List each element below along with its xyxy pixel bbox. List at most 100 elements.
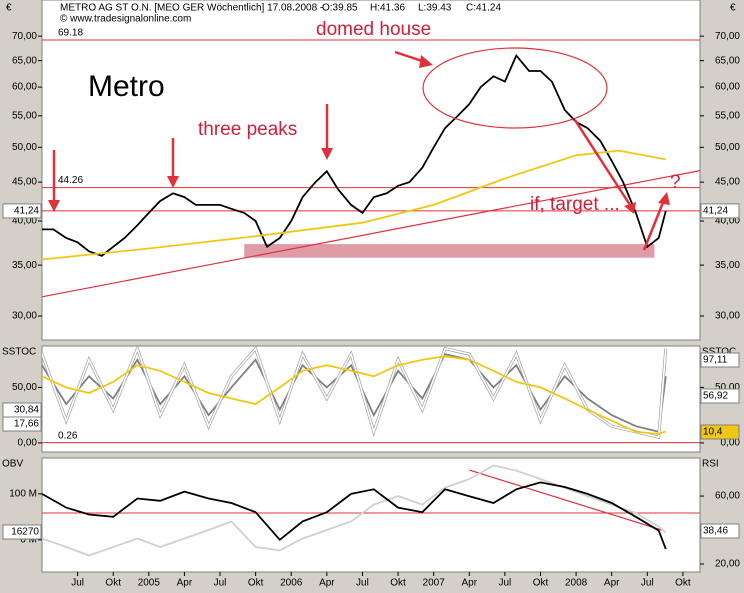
left-readout: 16270 — [11, 527, 39, 538]
y-tick-label: 40,00 — [715, 216, 740, 227]
y-tick-label: 40,00 — [12, 216, 37, 227]
source: © www.tradesignalonline.com — [60, 14, 191, 25]
right-readout-box — [700, 424, 740, 440]
y-tick-label: 60,00 — [12, 82, 37, 93]
level-readout-box — [700, 203, 740, 219]
panel-title: RSI — [702, 459, 719, 470]
plot — [42, 464, 700, 557]
x-tick-label: 2006 — [280, 578, 303, 589]
y-tick-label: 60,00 — [715, 82, 740, 93]
arrows — [48, 47, 670, 251]
left-readout-box — [2, 524, 42, 540]
x-tick-label: Okt — [675, 578, 691, 589]
right-readout: 97,11 — [703, 355, 728, 366]
right-readout: 10,4 — [703, 427, 723, 438]
annotation: if, target ... — [530, 194, 620, 215]
header-title: METRO AG ST O.N. [MEO GER Wöchentlich] 1… — [60, 3, 323, 14]
ohlc-value: L:39.43 — [418, 3, 452, 14]
y-tick-label: 70,00 — [12, 31, 37, 42]
x-tick-label: Jul — [356, 578, 369, 589]
x-tick-label: Okt — [248, 578, 264, 589]
series-line — [42, 464, 667, 557]
currency: € — [730, 3, 736, 14]
panel-title: SSTOC — [2, 347, 36, 358]
x-tick-label: Okt — [533, 578, 549, 589]
level-label: 0.26 — [58, 430, 78, 441]
x-tick-label: Jul — [71, 578, 84, 589]
plot — [42, 39, 700, 298]
obv-panel — [41, 457, 701, 573]
y-tick-label: 70,00 — [715, 31, 740, 42]
level-label: 44.26 — [58, 175, 83, 186]
x-tick-label: Jul — [641, 578, 654, 589]
x-tick-label: 2007 — [423, 578, 446, 589]
annotation: ? — [670, 172, 681, 193]
support-zone — [244, 244, 655, 258]
left-readout: 17,66 — [14, 419, 39, 430]
x-tick-label: 2008 — [565, 578, 588, 589]
y-tick-label: 0 M — [20, 534, 37, 545]
ohlc-value: H:41.36 — [370, 3, 405, 14]
level-readout: 41,24 — [14, 206, 39, 217]
right-readout: 38,46 — [703, 526, 728, 537]
x-tick-label: Apr — [177, 578, 193, 589]
y-tick-label: 35,00 — [715, 260, 740, 271]
x-tick-label: Apr — [604, 578, 620, 589]
trendline — [42, 170, 700, 298]
series-line — [42, 481, 667, 550]
x-tick-label: 2005 — [138, 578, 161, 589]
y-tick-label: 55,00 — [715, 110, 740, 121]
marks: Jul Okt 2005 Apr Jul Okt 2006 Apr Jul Okt 2007 Apr J… — [2, 19, 740, 589]
y-tick-label: 35,00 — [12, 260, 37, 271]
y-tick-label: 45,00 — [715, 177, 740, 188]
annotation: domed house — [316, 19, 431, 40]
y-tick-label: 50,00 — [715, 382, 740, 393]
panel-title: SSTOC — [702, 347, 736, 358]
x-tick-label: Okt — [390, 578, 406, 589]
price-panel — [41, 0, 701, 341]
y-tick-label: 0,00 — [721, 438, 741, 449]
y-tick-label: 30,00 — [12, 311, 37, 322]
plot — [42, 346, 700, 444]
series-line — [42, 53, 667, 257]
right-readout: 56,92 — [703, 391, 728, 402]
panel-title: OBV — [2, 459, 23, 470]
y-tick-label: 65,00 — [12, 55, 37, 66]
trendline — [469, 469, 662, 531]
left-readout: 30,84 — [14, 405, 39, 416]
y-tick-label: 50,00 — [12, 142, 37, 153]
chart-title: Metro — [88, 70, 165, 103]
y-tick-label: 55,00 — [12, 110, 37, 121]
series-line — [42, 149, 666, 261]
ohlc-value: O:39.85 — [322, 3, 358, 14]
x-tick-label: Okt — [105, 578, 121, 589]
right-readout-box — [700, 352, 740, 368]
y-tick-label: 50,00 — [12, 382, 37, 393]
left-readout-box — [2, 416, 42, 432]
x-tick-label: Apr — [461, 578, 477, 589]
x-tick-label: Jul — [214, 578, 227, 589]
level-label: 69.18 — [58, 28, 83, 39]
y-tick-label: 65,00 — [715, 55, 740, 66]
series-line — [42, 355, 667, 435]
y2-tick-label: 20,00 — [715, 559, 740, 570]
y-tick-label: 30,00 — [715, 311, 740, 322]
y-tick-label: 0,00 — [18, 438, 38, 449]
right-readout-box — [700, 523, 740, 539]
ohlc-value: C:41.24 — [466, 3, 501, 14]
x-tick-label: Apr — [319, 578, 335, 589]
right-readout-box — [700, 388, 740, 404]
level-readout-box — [2, 203, 42, 219]
y-tick-label: 100 M — [9, 488, 37, 499]
series-line — [42, 346, 667, 439]
y2-tick-label: 60,00 — [715, 491, 740, 502]
annotation: three peaks — [198, 119, 297, 140]
y-tick-label: 50,00 — [715, 142, 740, 153]
level-readout: 41,24 — [703, 206, 728, 217]
currency: € — [6, 3, 12, 14]
x-tick-label: Jul — [498, 578, 511, 589]
y-tick-label: 45,00 — [12, 177, 37, 188]
stoch-panel — [41, 345, 701, 453]
